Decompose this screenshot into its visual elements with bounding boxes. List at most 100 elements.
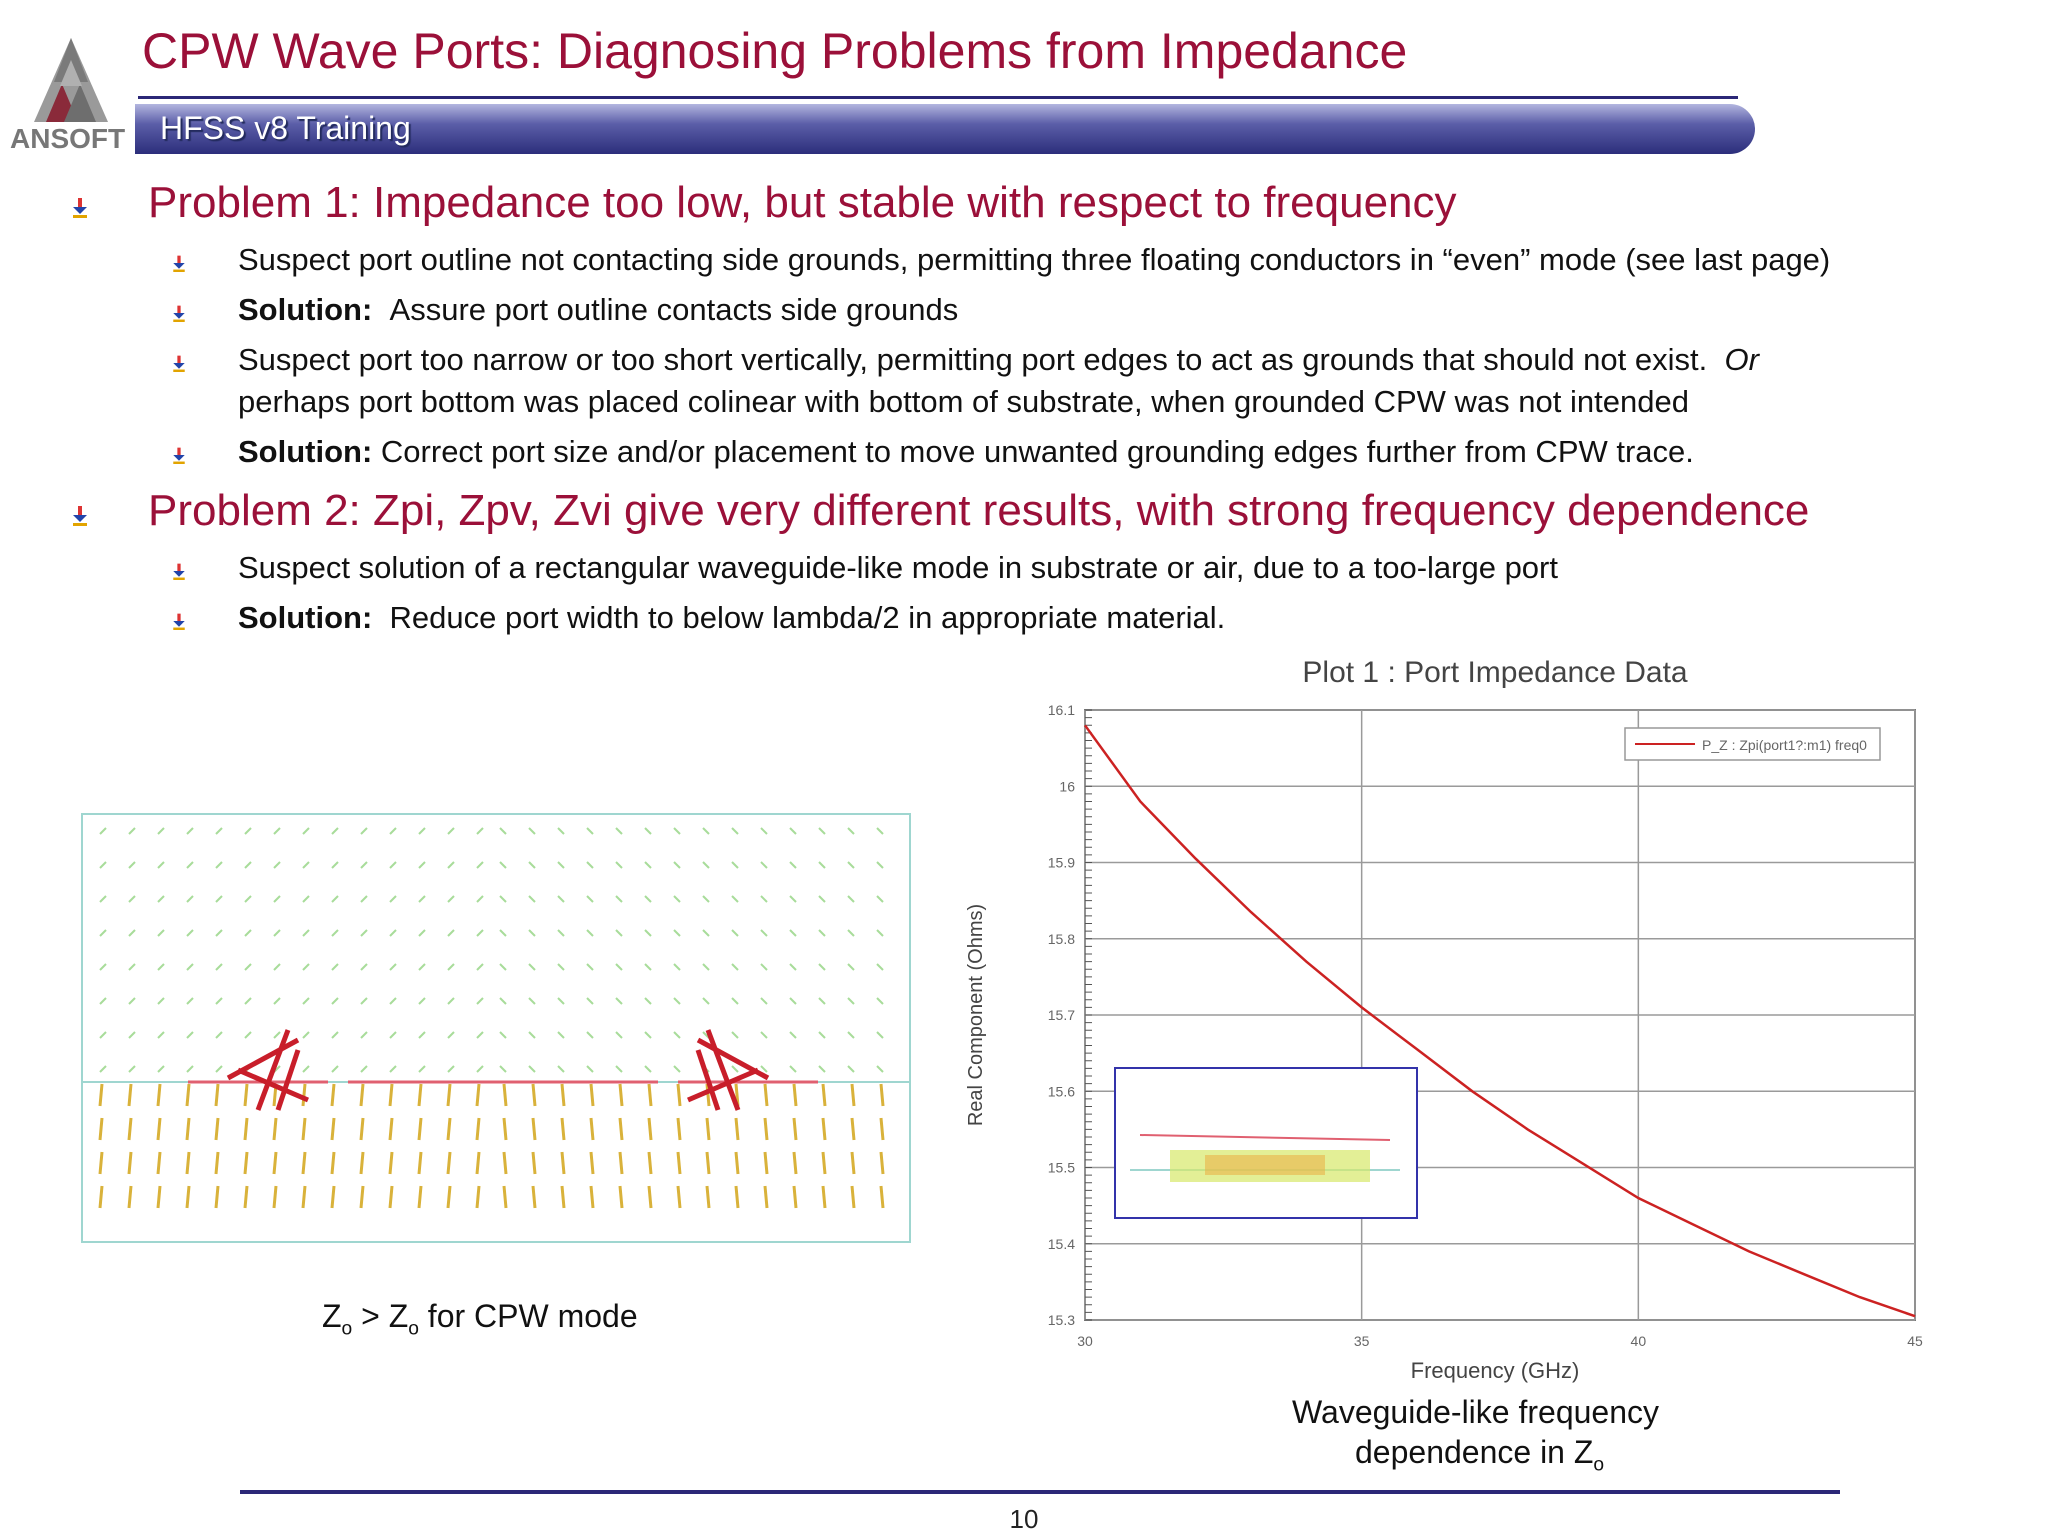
- problem1-bullet1: Suspect port outline not contacting side…: [238, 242, 1831, 277]
- field-arrow: [302, 861, 310, 869]
- field-arrow: [331, 963, 339, 971]
- field-arrow: [215, 963, 223, 971]
- field-arrow: [731, 1065, 739, 1073]
- field-arrow: [499, 895, 507, 903]
- field-arrow: [99, 827, 107, 835]
- field-arrow: [760, 861, 768, 869]
- field-arrow: [676, 1151, 682, 1175]
- field-arrow: [528, 895, 536, 903]
- x-axis-label: Frequency (GHz): [1411, 1358, 1580, 1383]
- field-arrow: [302, 827, 310, 835]
- field-arrow: [644, 997, 652, 1005]
- field-arrow: [331, 997, 339, 1005]
- field-arrow: [531, 1185, 537, 1209]
- solution-text: Assure port outline contacts side ground…: [389, 292, 959, 327]
- bullet-icon: [73, 506, 87, 526]
- bullet-icon: [173, 255, 185, 272]
- field-arrow: [475, 1151, 481, 1175]
- field-arrow: [847, 997, 855, 1005]
- field-arrow: [760, 997, 768, 1005]
- field-arrow: [763, 1151, 769, 1175]
- field-arrow: [647, 1185, 653, 1209]
- x-tick-labels: 30 35 40 45: [1077, 1333, 1923, 1349]
- field-arrow: [499, 929, 507, 937]
- field-arrow: [589, 1185, 595, 1209]
- training-banner: [135, 104, 1755, 154]
- field-arrow: [676, 1083, 682, 1107]
- field-arrow: [157, 827, 165, 835]
- field-arrow: [618, 1151, 624, 1175]
- field-arrow: [99, 895, 107, 903]
- field-arrow: [359, 1083, 365, 1107]
- field-arrow: [560, 1151, 566, 1175]
- problem2-bullet2: Solution: Reduce port width to below lam…: [238, 600, 1225, 636]
- field-arrow: [128, 1065, 136, 1073]
- field-arrow: [301, 1151, 307, 1175]
- field-arrow: [818, 861, 826, 869]
- field-arrow: [821, 1117, 827, 1141]
- field-arrow: [818, 827, 826, 835]
- problem2-heading: Problem 2: Zpi, Zpv, Zvi give very diffe…: [148, 486, 1810, 535]
- field-arrow: [615, 997, 623, 1005]
- field-arrow: [763, 1185, 769, 1209]
- field-arrow: [156, 1117, 162, 1141]
- field-arrow: [702, 827, 710, 835]
- field-arrow: [360, 997, 368, 1005]
- cpw-field-plot: [81, 813, 911, 1243]
- field-arrow: [557, 861, 565, 869]
- field-arrow: [301, 1185, 307, 1209]
- field-arrow: [731, 861, 739, 869]
- field-arrow: [586, 1031, 594, 1039]
- field-arrow: [789, 827, 797, 835]
- field-arrow: [557, 895, 565, 903]
- field-arrow: [647, 1117, 653, 1141]
- field-arrow: [847, 1065, 855, 1073]
- field-arrow: [273, 827, 281, 835]
- field-arrow: [244, 929, 252, 937]
- bullet-icon: [173, 355, 185, 372]
- field-arrow: [157, 1065, 165, 1073]
- field-arrow: [876, 929, 884, 937]
- field-arrow: [821, 1083, 827, 1107]
- field-arrow: [818, 929, 826, 937]
- field-arrow: [673, 895, 681, 903]
- field-arrow: [876, 827, 884, 835]
- field-arrow: [243, 1185, 249, 1209]
- field-arrow: [244, 861, 252, 869]
- bullet-icon: [173, 563, 185, 580]
- solution-label: Solution:: [238, 292, 373, 327]
- field-arrow: [850, 1083, 856, 1107]
- field-arrow: [388, 1083, 394, 1107]
- field-arrow: [243, 1151, 249, 1175]
- field-arrow: [557, 929, 565, 937]
- field-arrow: [156, 1151, 162, 1175]
- field-arrow: [330, 1083, 336, 1107]
- field-arrow: [98, 1151, 104, 1175]
- field-arrow: [476, 997, 484, 1005]
- field-arrow: [589, 1117, 595, 1141]
- field-arrow: [446, 1117, 452, 1141]
- field-arrow: [557, 1031, 565, 1039]
- field-arrow: [186, 1031, 194, 1039]
- field-arrow: [560, 1185, 566, 1209]
- field-arrow: [792, 1151, 798, 1175]
- field-arrow: [157, 997, 165, 1005]
- field-arrow: [418, 929, 426, 937]
- field-arrow: [128, 827, 136, 835]
- right-caption-line2: dependence in Zo: [1355, 1434, 1605, 1476]
- field-arrow: [273, 929, 281, 937]
- field-arrow: [499, 1065, 507, 1073]
- y-tick-label: 15.6: [1048, 1083, 1075, 1099]
- field-arrow: [644, 827, 652, 835]
- y-tick-label: 16.1: [1048, 702, 1075, 718]
- field-arrow: [702, 929, 710, 937]
- field-arrow: [128, 1031, 136, 1039]
- field-arrow: [156, 1185, 162, 1209]
- field-arrow: [186, 997, 194, 1005]
- field-arrow: [215, 827, 223, 835]
- field-arrow: [615, 929, 623, 937]
- field-arrow: [127, 1151, 133, 1175]
- field-arrow: [476, 963, 484, 971]
- field-arrow: [128, 929, 136, 937]
- field-arrow: [615, 963, 623, 971]
